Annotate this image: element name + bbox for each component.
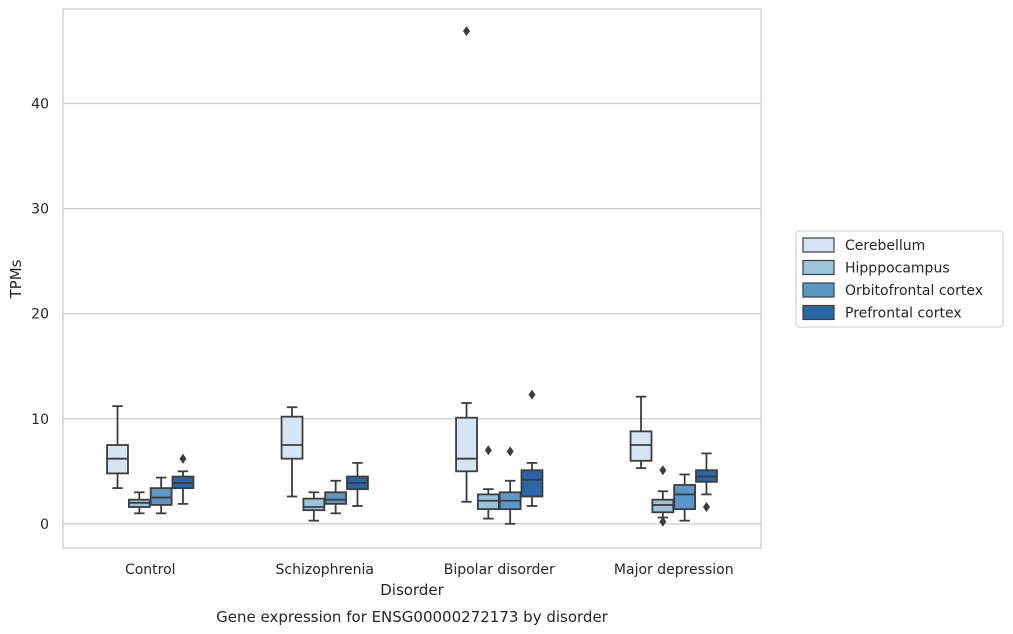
box-2-0 xyxy=(455,26,478,503)
box-1-3 xyxy=(346,461,369,507)
x-tick-labels: Control Schizophrenia Bipolar disorder Majo… xyxy=(125,562,734,578)
box xyxy=(149,487,173,506)
outlier-point xyxy=(702,502,710,513)
outlier-point xyxy=(528,389,536,400)
legend-swatch xyxy=(802,304,835,321)
y-tick-labels: 0 10 20 30 40 xyxy=(31,97,49,533)
box-1-1 xyxy=(302,491,326,522)
chart-title: Gene expression for ENSG00000272173 by d… xyxy=(216,608,609,626)
outlier-point xyxy=(179,453,187,464)
y-tick-label: 20 xyxy=(31,307,49,323)
box-0-0 xyxy=(106,405,129,490)
box xyxy=(651,498,675,514)
legend-label: Prefrontal cortex xyxy=(845,306,962,322)
y-axis-label: TPMs xyxy=(7,259,25,299)
box xyxy=(476,493,500,511)
box xyxy=(673,484,697,511)
plot-area xyxy=(63,9,761,548)
box xyxy=(455,416,478,473)
box-3-3 xyxy=(695,452,718,513)
legend-swatch xyxy=(802,259,835,276)
legend-swatch xyxy=(802,237,835,253)
box-3-0 xyxy=(629,395,653,470)
outlier-point xyxy=(463,26,471,37)
legend-label: Orbitofrontal cortex xyxy=(845,283,983,299)
x-tick-label: Major depression xyxy=(614,562,734,578)
box-groups xyxy=(106,26,718,527)
x-axis-label: Disorder xyxy=(380,581,444,599)
box xyxy=(520,469,544,498)
outlier-point xyxy=(484,445,492,456)
box xyxy=(629,430,653,462)
x-tick-label: Schizophrenia xyxy=(276,562,374,578)
box-2-3 xyxy=(520,389,544,507)
box xyxy=(280,415,304,460)
y-tick-label: 30 xyxy=(31,202,49,218)
box-3-2 xyxy=(673,473,697,522)
x-tick-label: Control xyxy=(125,562,176,578)
box xyxy=(324,491,348,505)
legend-label: Cerebellum xyxy=(845,238,925,254)
y-tick-label: 0 xyxy=(40,517,49,533)
x-tick-label: Bipolar disorder xyxy=(444,562,555,578)
outlier-point xyxy=(659,516,667,527)
box-2-2 xyxy=(498,446,522,525)
outlier-point xyxy=(506,446,514,457)
legend-frame xyxy=(795,230,1004,328)
y-tick-label: 10 xyxy=(31,412,49,428)
gridlines xyxy=(63,102,761,525)
outlier-point xyxy=(659,465,667,476)
box-0-3 xyxy=(171,453,195,505)
legend-label: Hipppocampus xyxy=(845,261,950,277)
legend-swatch xyxy=(802,282,835,298)
box-1-0 xyxy=(280,406,304,498)
y-tick-label: 40 xyxy=(31,97,49,113)
legend: Cerebellum Hipppocampus Orbitofrontal cort… xyxy=(795,230,1004,328)
box-2-1 xyxy=(476,445,500,520)
box xyxy=(302,497,326,512)
box-3-1 xyxy=(651,465,675,527)
plot-frame xyxy=(62,8,762,549)
box-1-2 xyxy=(324,479,348,515)
box-0-2 xyxy=(149,476,173,515)
